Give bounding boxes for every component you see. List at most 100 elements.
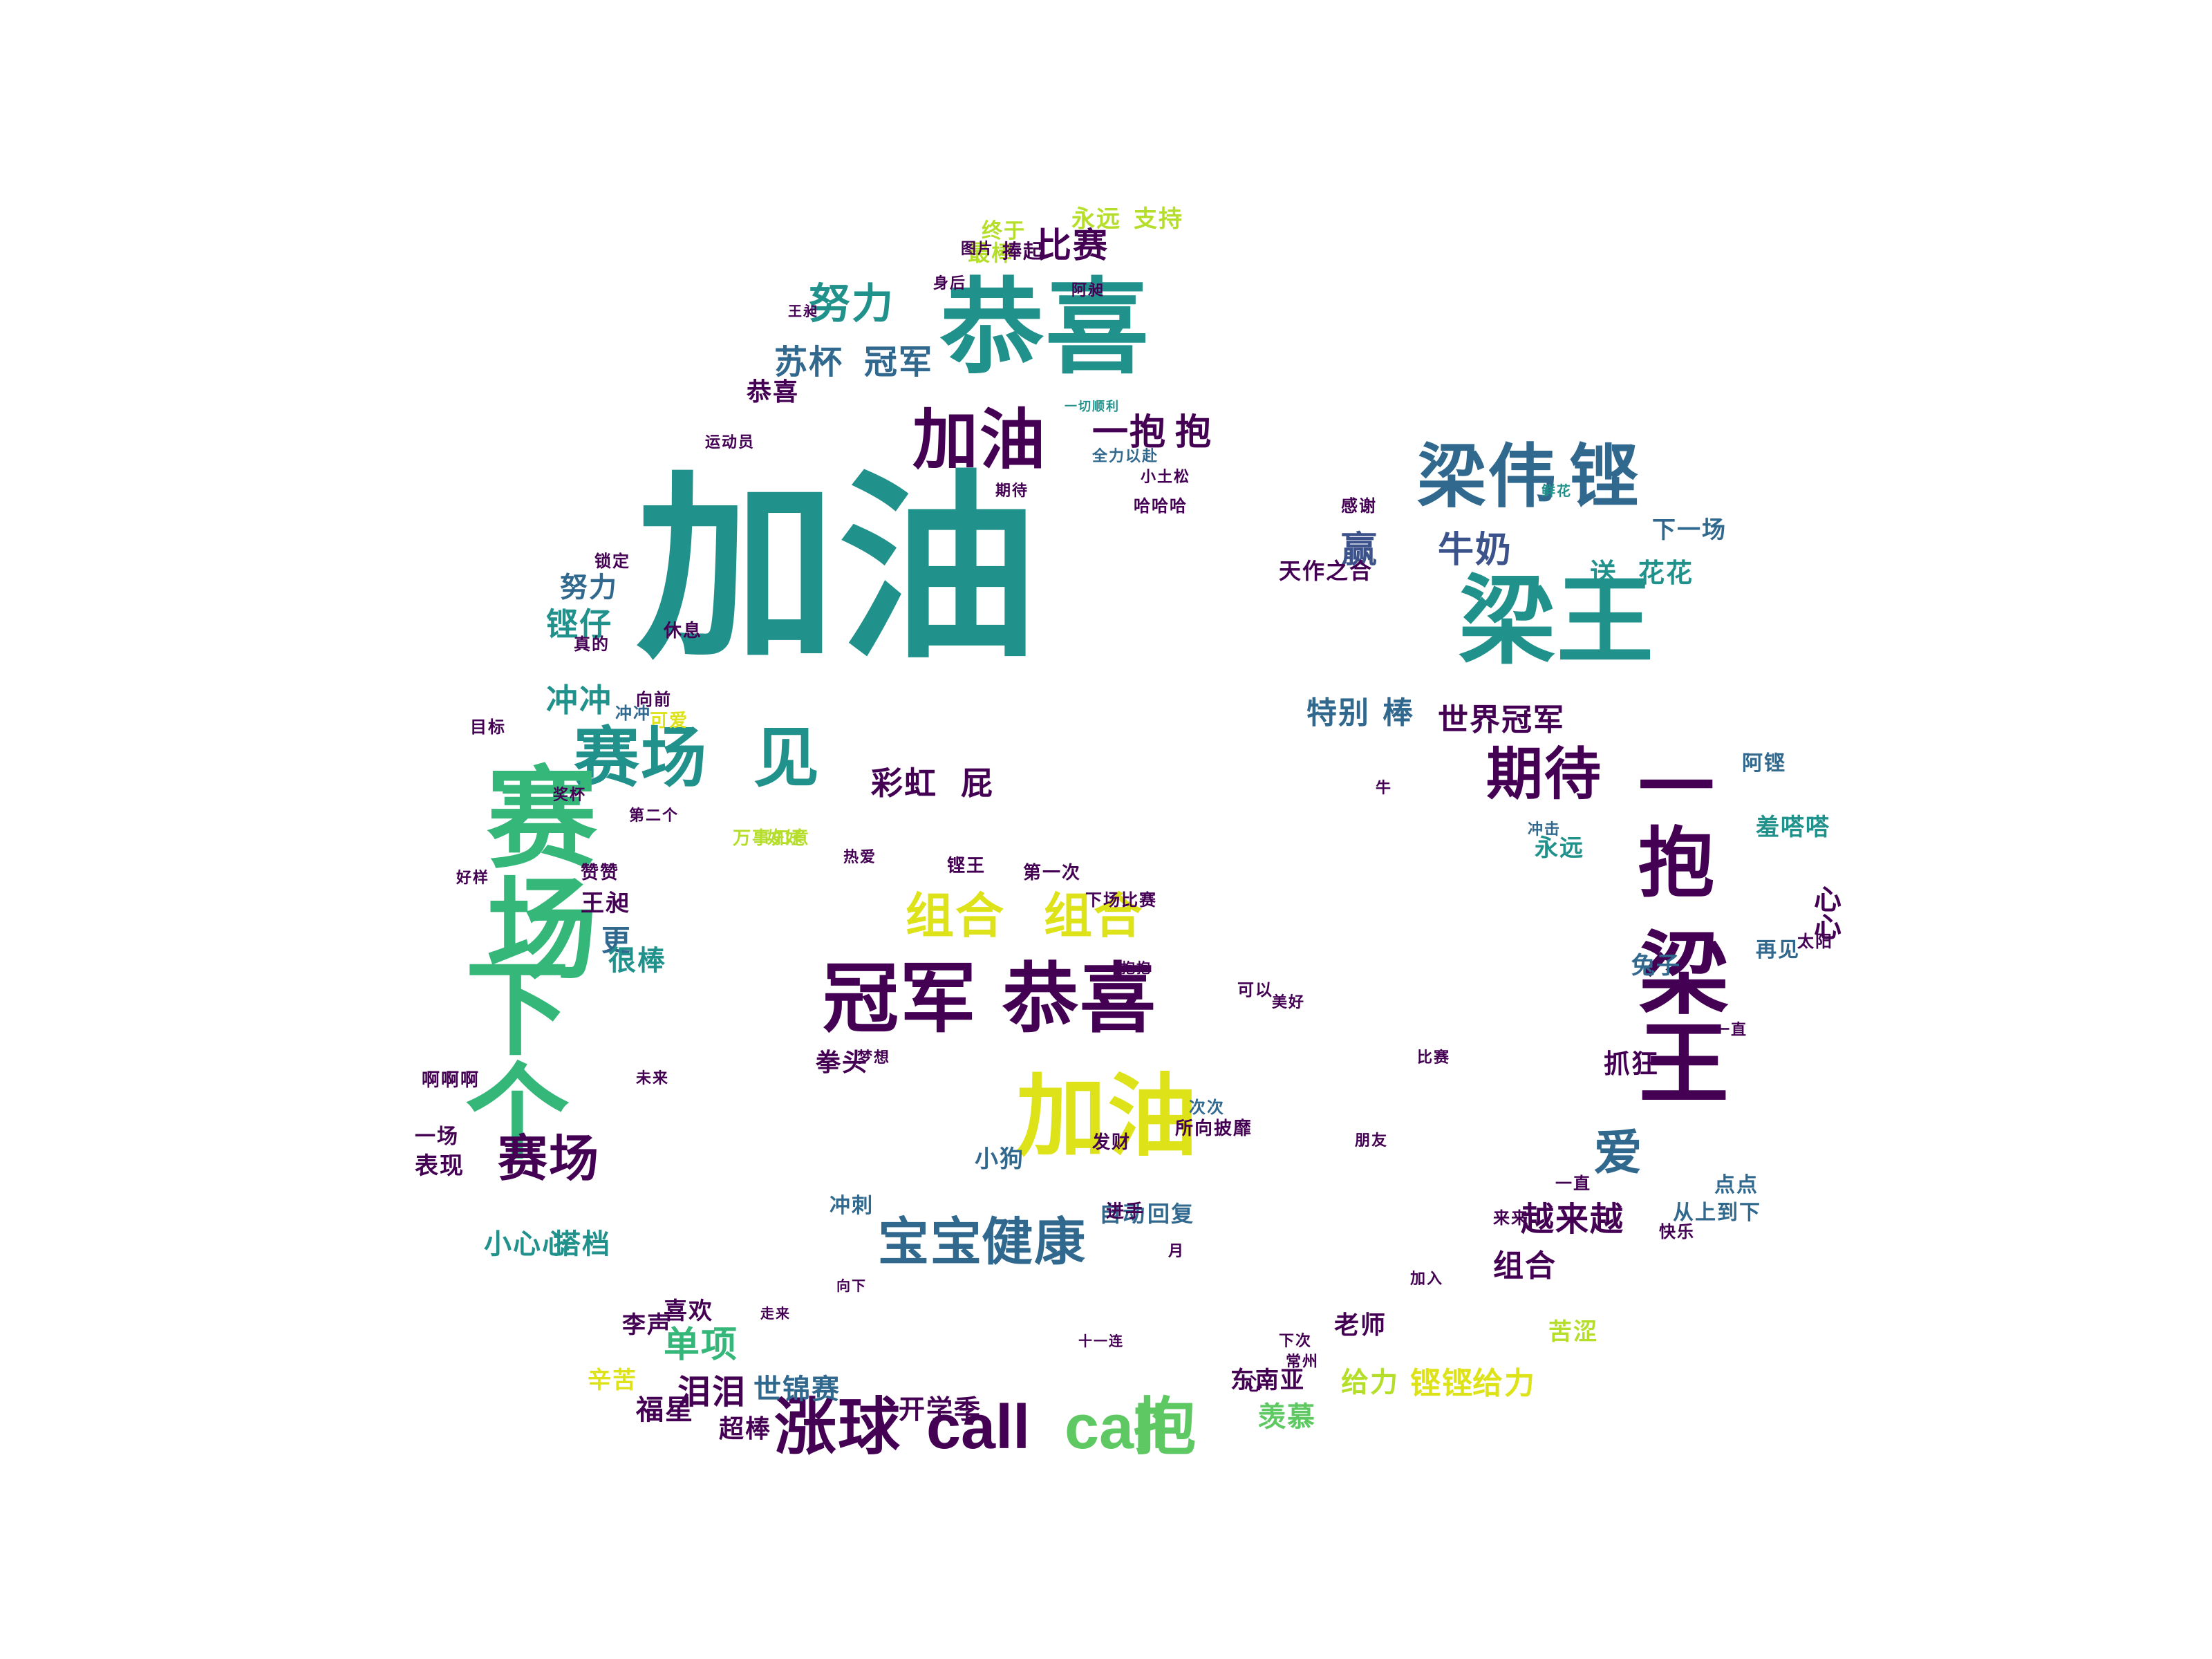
cloud-word: 屁	[961, 765, 994, 802]
cloud-word: 王昶	[788, 303, 818, 319]
cloud-word: 搭档	[553, 1228, 611, 1260]
cloud-word: 目标	[470, 718, 506, 737]
cloud-word: 自动	[1099, 1201, 1147, 1227]
cloud-word: 未来	[636, 1070, 670, 1087]
cloud-word: 下一场	[1652, 516, 1727, 544]
cloud-word: 太阳	[1797, 932, 1833, 951]
cloud-word: 一切顺利	[1065, 400, 1120, 414]
cloud-word: 铿王	[947, 856, 986, 877]
cloud-word: 更	[601, 924, 632, 957]
cloud-word: 世界冠军	[1438, 702, 1565, 738]
cloud-word: 组合	[1044, 888, 1143, 944]
cloud-word: 小狗	[975, 1145, 1024, 1173]
cloud-word: 哈哈哈	[1134, 496, 1188, 516]
cloud-word: 来来	[1493, 1208, 1529, 1228]
cloud-word: 梁王	[1624, 926, 1729, 1106]
cloud-word: 心心	[1809, 885, 1841, 940]
cloud-word: 加油	[1016, 1064, 1199, 1169]
cloud-word: 组合	[1493, 1248, 1557, 1284]
cloud-word: 加入	[1410, 1271, 1444, 1288]
cloud-word: 牛奶	[1438, 529, 1513, 571]
cloud-word: 万事如意	[733, 828, 811, 849]
cloud-word: 冲冲	[546, 682, 612, 719]
cloud-word: 第一次	[1023, 863, 1082, 883]
cloud-word: 赛场	[468, 760, 597, 982]
cloud-word: 恭喜	[747, 378, 800, 406]
cloud-word: 一场	[415, 1125, 459, 1149]
cloud-word: 常州	[1286, 1353, 1320, 1371]
cloud-word: 牛	[1376, 780, 1393, 797]
cloud-word: 超棒	[719, 1415, 772, 1443]
cloud-word: 努力	[560, 572, 618, 603]
cloud-word: 赢	[1341, 529, 1379, 571]
cloud-word: 冠军	[823, 955, 977, 1043]
cloud-word: 东南亚	[1230, 1367, 1305, 1394]
cloud-word: 福星	[636, 1394, 694, 1426]
cloud-word: 努力	[809, 280, 894, 328]
cloud-word: 所向披靡	[1175, 1118, 1253, 1139]
cloud-word: 支持	[1134, 205, 1183, 233]
cloud-word: 点点	[1714, 1173, 1759, 1197]
cloud-word: call	[926, 1393, 1031, 1462]
cloud-word: 李声	[622, 1311, 672, 1339]
cloud-word: 进手	[1106, 1201, 1145, 1222]
cloud-word: 宝宝	[878, 1212, 983, 1272]
cloud-word: 阿铿	[1742, 751, 1786, 776]
cloud-word: 单项	[664, 1324, 739, 1366]
cloud-word: 赛场	[498, 1130, 601, 1188]
word-gongxi: 恭喜	[940, 268, 1151, 388]
cloud-word: 真的	[574, 635, 610, 654]
cloud-word: 铿铿	[1410, 1366, 1474, 1401]
cloud-word: 苏杯	[774, 343, 844, 382]
cloud-word: 啊啊啊	[422, 1070, 480, 1091]
cloud-word: 表现	[415, 1152, 465, 1180]
cloud-word: 一抱	[1092, 412, 1168, 453]
cloud-word: 第二个	[629, 807, 679, 825]
word-jiayou: 加油	[636, 453, 1040, 686]
cloud-word: 走来	[760, 1305, 791, 1322]
cloud-word: 给力	[1472, 1366, 1536, 1401]
cloud-word: 老师	[1334, 1311, 1387, 1340]
cloud-word: 快乐	[1659, 1222, 1695, 1241]
cloud-word: 十一连	[1078, 1333, 1124, 1349]
cloud-word: 赛场	[574, 720, 709, 796]
cloud-word: 一直	[1555, 1174, 1591, 1193]
cloud-word: 送	[1590, 558, 1618, 588]
cloud-word: 恭喜	[1002, 955, 1157, 1043]
cloud-word: 加油	[912, 402, 1047, 478]
cloud-word: 开学季	[899, 1394, 982, 1425]
cloud-word: 羞嗒嗒	[1756, 814, 1830, 841]
cloud-word: 涨球	[774, 1391, 901, 1463]
cloud-word: 阿昶	[1071, 282, 1105, 299]
cloud-word: 小心心	[484, 1228, 571, 1260]
cloud-word: 梦想	[857, 1049, 891, 1067]
cloud-word: 下场比赛	[1085, 890, 1157, 910]
cloud-word: 发财	[1092, 1132, 1132, 1153]
cloud-word: call	[1065, 1393, 1169, 1462]
cloud-word: 拳头	[816, 1049, 869, 1077]
cloud-word: 永远	[1535, 834, 1584, 862]
cloud-word: 月	[1168, 1243, 1185, 1260]
cloud-word: 羡慕	[1258, 1401, 1316, 1433]
cloud-word: 抱	[1134, 1391, 1197, 1463]
cloud-word: 回复	[1147, 1201, 1195, 1227]
cloud-word: 好样	[456, 870, 490, 887]
cloud-word: 下次	[1279, 1333, 1313, 1350]
cloud-word: 一直	[1714, 1022, 1748, 1039]
cloud-word: 可爱	[650, 711, 689, 731]
cloud-word: 运动员	[705, 434, 756, 451]
cloud-word: 王昶	[581, 890, 630, 917]
cloud-word: 鲜花	[1541, 482, 1572, 499]
cloud-word: 彩虹	[871, 765, 937, 802]
cloud-word: 世锦赛	[753, 1374, 841, 1405]
cloud-word: 好好	[767, 828, 803, 847]
cloud-word: 天作之合	[1279, 558, 1374, 584]
cloud-word: 花花	[1638, 558, 1694, 588]
cloud-word: 苦涩	[1548, 1318, 1598, 1346]
cloud-word: 冲击	[1528, 821, 1562, 838]
cloud-word: 泪泪	[677, 1373, 747, 1412]
cloud-word: 给力	[1341, 1367, 1399, 1398]
cloud-word: 捧起	[1002, 240, 1044, 263]
cloud-word: 期待	[995, 482, 1029, 500]
